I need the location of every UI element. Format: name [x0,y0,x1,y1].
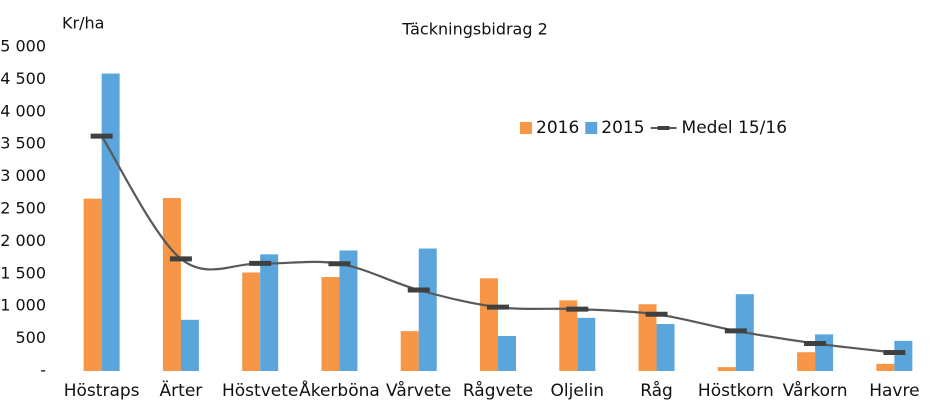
x-tick-label: Höstraps [64,381,140,401]
bar [418,248,437,371]
bar [400,331,419,371]
chart-title: Täckningsbidrag 2 [401,20,548,39]
bar [480,278,498,371]
y-tick-label: 5 000 [0,37,46,56]
bar [321,277,340,371]
legend-swatch [585,122,598,134]
y-tick-label: 500 [15,328,46,347]
y-tick-label: 3 000 [0,166,46,185]
y-tick-label: 4 000 [0,101,46,120]
y-tick-label: - [40,361,46,380]
bar [656,324,675,371]
bar [815,334,834,371]
bar [83,198,102,371]
bar [339,250,358,371]
bar [894,340,913,371]
x-tick-label: Oljelin [551,381,605,401]
bar [180,319,199,371]
x-tick-label: Ärter [160,380,203,401]
y-tick-label: 1 000 [0,296,46,315]
line [100,135,895,354]
bar [559,300,578,371]
bar [876,363,895,371]
bar [260,254,279,371]
x-tick-label: Höstkorn [698,381,774,401]
legend-label: Medel 15/16 [682,118,788,138]
x-tick-label: Havre [869,381,919,401]
bar [717,367,736,371]
y-tick-label: 1 500 [0,263,46,282]
x-tick-label: Vårkorn [783,380,848,401]
bar [638,304,657,371]
x-tick-label: Höstvete [222,381,298,401]
x-tick-label: Vårvete [386,380,451,401]
y-tick-label: 4 500 [0,69,46,88]
y-axis-label: Kr/ha [62,14,104,33]
x-tick-label: Åkerböna [299,379,380,401]
x-tick-label: Råg [640,380,673,401]
y-tick-label: 2 000 [0,231,46,250]
legend-label: 2016 [536,118,579,138]
bar [162,197,181,371]
legend-label: 2015 [601,118,644,138]
x-tick-label: Rågvete [463,380,533,401]
legend-swatch [520,122,532,134]
bar [797,352,816,371]
bar [242,272,261,371]
y-tick-label: 2 500 [0,199,46,218]
bar [577,317,596,371]
bar [498,336,516,371]
bar [101,73,120,372]
y-tick-label: 3 500 [0,134,46,153]
